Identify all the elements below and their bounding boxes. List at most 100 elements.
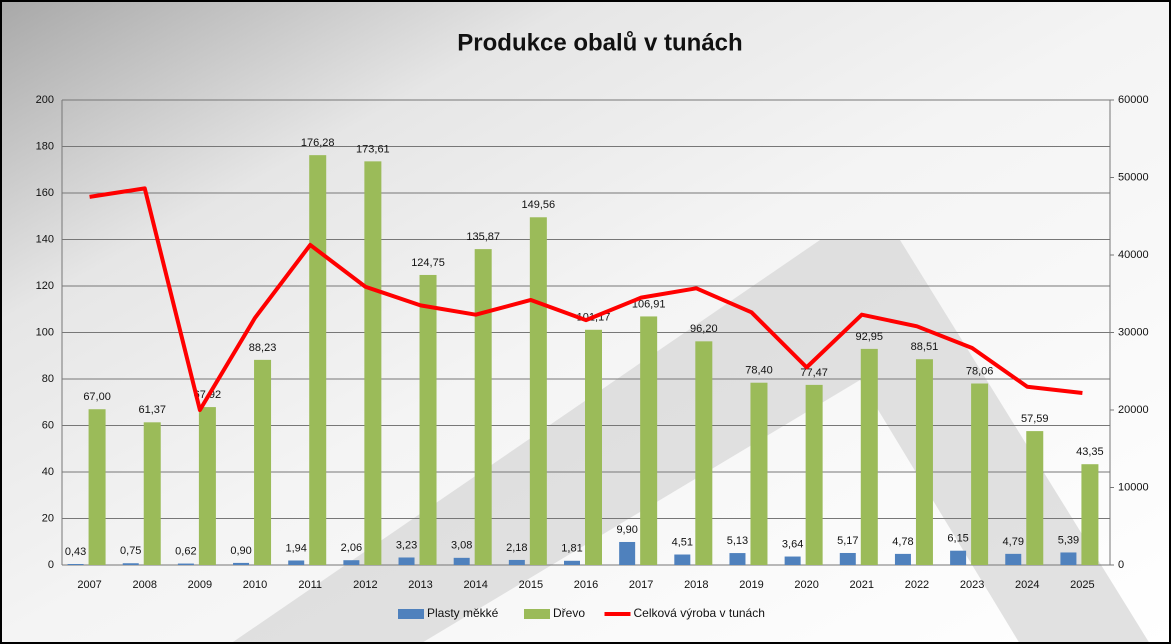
y2-tick-label: 60000 bbox=[1118, 94, 1149, 106]
data-label: 0,90 bbox=[230, 545, 251, 557]
data-label: 9,90 bbox=[616, 524, 637, 536]
bar bbox=[529, 217, 547, 565]
x-tick-label: 2017 bbox=[629, 579, 653, 591]
x-tick-label: 2019 bbox=[739, 579, 763, 591]
x-tick-label: 2022 bbox=[905, 579, 929, 591]
y2-tick-label: 10000 bbox=[1118, 481, 1149, 493]
x-tick-label: 2013 bbox=[408, 579, 432, 591]
y-tick-label: 20 bbox=[42, 512, 54, 524]
bar bbox=[309, 155, 327, 566]
bar bbox=[343, 560, 360, 565]
data-label: 106,91 bbox=[632, 298, 666, 310]
y-tick-label: 120 bbox=[36, 280, 54, 292]
data-label: 149,56 bbox=[522, 199, 556, 211]
background-shape bbox=[230, 240, 1150, 644]
y2-tick-label: 30000 bbox=[1118, 326, 1149, 338]
data-label: 92,95 bbox=[856, 331, 884, 343]
legend-label: Plasty měkké bbox=[427, 606, 499, 620]
data-label: 1,94 bbox=[285, 542, 306, 554]
bar bbox=[364, 161, 382, 565]
legend-label: Celková výroba v tunách bbox=[634, 606, 765, 620]
data-label: 88,51 bbox=[911, 341, 939, 353]
y-tick-label: 60 bbox=[42, 419, 54, 431]
data-label: 57,59 bbox=[1021, 413, 1049, 425]
data-label: 4,79 bbox=[1003, 536, 1024, 548]
data-label: 135,87 bbox=[466, 231, 500, 243]
data-label: 78,06 bbox=[966, 365, 994, 377]
bar bbox=[88, 409, 106, 565]
data-label: 6,15 bbox=[947, 533, 968, 545]
y-tick-label: 100 bbox=[36, 326, 54, 338]
bar bbox=[288, 560, 305, 565]
x-tick-label: 2018 bbox=[684, 579, 708, 591]
bar bbox=[233, 562, 250, 565]
data-label: 2,18 bbox=[506, 542, 527, 554]
bar bbox=[619, 541, 636, 565]
bar bbox=[1081, 464, 1099, 565]
legend-swatch bbox=[524, 609, 550, 619]
bar bbox=[894, 553, 911, 565]
bar bbox=[950, 550, 967, 565]
bar bbox=[564, 560, 580, 565]
bar bbox=[915, 359, 933, 565]
x-tick-label: 2020 bbox=[794, 579, 818, 591]
data-label: 96,20 bbox=[690, 323, 718, 335]
x-tick-label: 2007 bbox=[77, 579, 101, 591]
bar bbox=[805, 384, 823, 565]
bar bbox=[177, 563, 194, 565]
bar bbox=[640, 316, 658, 565]
legend-swatch bbox=[398, 609, 424, 619]
bar bbox=[695, 341, 713, 565]
bar bbox=[1005, 553, 1022, 565]
y-tick-label: 180 bbox=[36, 140, 54, 152]
data-label: 4,78 bbox=[892, 536, 913, 548]
data-label: 77,47 bbox=[800, 367, 828, 379]
chart-title: Produkce obalů v tunách bbox=[457, 29, 742, 56]
bar bbox=[398, 557, 415, 565]
x-tick-label: 2014 bbox=[463, 579, 487, 591]
bar bbox=[784, 556, 801, 565]
bar bbox=[839, 552, 856, 565]
x-tick-label: 2025 bbox=[1070, 579, 1094, 591]
legend-label: Dřevo bbox=[553, 606, 585, 620]
bar bbox=[1060, 552, 1077, 565]
data-label: 61,37 bbox=[138, 404, 166, 416]
x-tick-label: 2010 bbox=[243, 579, 267, 591]
y-tick-label: 140 bbox=[36, 233, 54, 245]
bar bbox=[254, 359, 272, 565]
data-label: 0,75 bbox=[120, 545, 141, 557]
data-label: 124,75 bbox=[411, 257, 445, 269]
data-label: 67,00 bbox=[83, 391, 111, 403]
x-tick-label: 2024 bbox=[1015, 579, 1039, 591]
data-label: 3,08 bbox=[451, 540, 472, 552]
y-tick-label: 0 bbox=[48, 559, 54, 571]
bar bbox=[750, 382, 768, 565]
bar bbox=[508, 559, 525, 565]
data-label: 5,39 bbox=[1058, 534, 1079, 546]
data-label: 4,51 bbox=[672, 536, 693, 548]
x-tick-label: 2023 bbox=[960, 579, 984, 591]
bar bbox=[67, 564, 84, 565]
data-label: 43,35 bbox=[1076, 446, 1104, 458]
data-label: 3,23 bbox=[396, 539, 417, 551]
y-tick-label: 200 bbox=[36, 94, 54, 106]
x-tick-label: 2021 bbox=[850, 579, 874, 591]
bar bbox=[971, 383, 989, 565]
x-tick-label: 2015 bbox=[519, 579, 543, 591]
x-tick-label: 2012 bbox=[353, 579, 377, 591]
data-label: 88,23 bbox=[249, 342, 277, 354]
data-label: 5,17 bbox=[837, 535, 858, 547]
bar bbox=[419, 274, 437, 565]
x-tick-label: 2008 bbox=[132, 579, 156, 591]
bar bbox=[143, 422, 161, 565]
data-label: 78,40 bbox=[745, 365, 773, 377]
bar bbox=[198, 407, 216, 565]
y2-tick-label: 40000 bbox=[1118, 249, 1149, 261]
bar bbox=[474, 249, 492, 566]
y2-tick-label: 20000 bbox=[1118, 404, 1149, 416]
x-tick-label: 2016 bbox=[574, 579, 598, 591]
line bbox=[89, 186, 1083, 412]
bar bbox=[674, 554, 691, 565]
data-label: 0,43 bbox=[65, 546, 86, 558]
